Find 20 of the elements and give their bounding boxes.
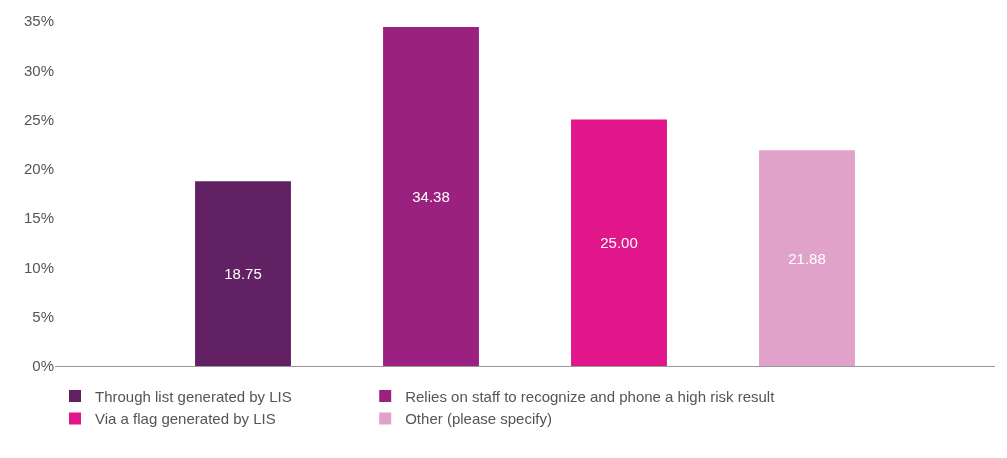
data-label: 34.38 bbox=[412, 188, 450, 206]
y-tick-label: 10% bbox=[23, 258, 54, 276]
y-tick-label: 15% bbox=[23, 209, 54, 227]
y-tick-label: 30% bbox=[23, 61, 54, 79]
data-label: 21.88 bbox=[788, 249, 826, 267]
data-label: 18.75 bbox=[224, 265, 262, 283]
y-tick-label: 35% bbox=[23, 12, 54, 30]
y-tick-label: 0% bbox=[32, 357, 54, 375]
y-tick-label: 20% bbox=[23, 160, 54, 178]
bar bbox=[195, 181, 291, 366]
bar bbox=[571, 119, 667, 366]
legend-label: Relies on staff to recognize and phone a high risk result bbox=[405, 387, 776, 405]
bar bbox=[759, 150, 855, 366]
legend-label: Through list generated by LIS bbox=[95, 387, 292, 405]
y-tick-label: 25% bbox=[23, 110, 54, 128]
legend-label: Other (please specify) bbox=[405, 410, 552, 428]
legend-label: Via a flag generated by LIS bbox=[95, 410, 276, 428]
data-label: 25.00 bbox=[600, 234, 638, 252]
bar bbox=[383, 27, 479, 366]
y-tick-label: 5% bbox=[32, 307, 54, 325]
